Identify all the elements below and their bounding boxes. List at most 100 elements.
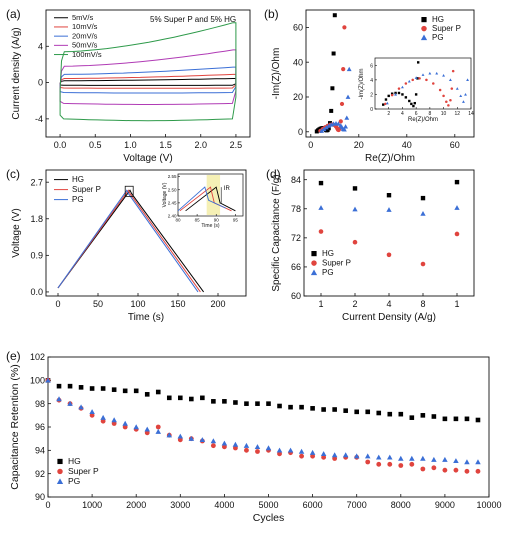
inset-y-tick-label: 2 xyxy=(370,92,373,98)
cycle-point-0 xyxy=(321,407,326,412)
inset-point-0 xyxy=(412,104,415,108)
cycle-point-1 xyxy=(89,412,95,418)
cycle-point-0 xyxy=(475,417,481,423)
cycle-point-2 xyxy=(210,438,217,444)
inset-x-tick-label: 80 xyxy=(175,218,181,223)
cycle-point-1 xyxy=(464,468,470,474)
plot-frame xyxy=(303,169,475,297)
cycle-point-2 xyxy=(353,453,360,459)
cycle-point-0 xyxy=(233,400,238,405)
inset-x-tick-label: 90 xyxy=(214,218,220,223)
y-tick-label: 98 xyxy=(35,399,45,409)
inset-x-axis-label: Re(Z)/Ohm xyxy=(408,117,438,123)
eis-point-2 xyxy=(345,94,351,99)
cycle-point-1 xyxy=(111,421,117,426)
y-tick-label: 100 xyxy=(30,375,45,385)
legend-label-1: Super P xyxy=(432,24,461,33)
legend-label-0: 5mV/s xyxy=(72,13,94,22)
cycle-point-1 xyxy=(100,418,106,424)
cycle-point-1 xyxy=(177,437,183,443)
inset-point-1 xyxy=(411,78,414,82)
panel-label-d: (d) xyxy=(266,167,281,181)
x-tick-label: 0 xyxy=(55,299,60,309)
inset-x-tick-label: 2 xyxy=(387,111,390,117)
cycle-point-0 xyxy=(420,413,426,418)
x-tick-label: 7000 xyxy=(347,500,367,510)
inset-y-tick-label: 2.45 xyxy=(168,200,177,205)
cycle-point-0 xyxy=(166,395,172,401)
y-axis-label: Capacitance Retention (%) xyxy=(9,364,21,489)
x-tick-label: 6000 xyxy=(303,500,323,510)
inset-point-1 xyxy=(432,82,435,85)
cycle-point-2 xyxy=(177,433,184,439)
x-tick-label: 3000 xyxy=(170,500,190,510)
x-tick-label: 2.0 xyxy=(195,140,208,150)
rate-point-1 xyxy=(352,239,358,245)
rate-point-2 xyxy=(454,205,460,210)
cycle-point-0 xyxy=(398,411,404,417)
x-tick-label: 200 xyxy=(210,299,225,309)
x-tick-label: 40 xyxy=(402,140,412,150)
cycle-point-1 xyxy=(144,430,150,436)
cycle-point-2 xyxy=(45,377,51,383)
inset-point-1 xyxy=(418,77,421,80)
cycle-point-0 xyxy=(299,404,304,410)
inset-point-2 xyxy=(400,85,404,89)
cycle-point-1 xyxy=(409,461,415,467)
inset-y-tick-label: 2.55 xyxy=(168,174,177,179)
y-tick-label: 94 xyxy=(35,445,45,455)
inset-point-2 xyxy=(407,79,411,83)
inset-point-1 xyxy=(404,82,408,85)
legend-marker-2 xyxy=(56,478,64,484)
inset-y-tick-label: 2.40 xyxy=(168,214,177,219)
cycle-point-0 xyxy=(464,416,470,422)
cycle-point-0 xyxy=(442,416,448,422)
inset-x-tick-label: 12 xyxy=(455,111,461,117)
eis-point-2 xyxy=(336,121,341,126)
rate-point-0 xyxy=(420,195,426,201)
cycle-point-1 xyxy=(387,461,393,467)
cycle-point-2 xyxy=(67,400,73,406)
cycle-point-2 xyxy=(254,444,261,450)
inset-point-2 xyxy=(455,87,459,90)
x-tick-label: 0.0 xyxy=(54,140,67,150)
eis-point-2 xyxy=(324,125,329,130)
y-tick-label: 20 xyxy=(293,92,303,102)
eis-point-0 xyxy=(329,108,334,113)
legend-marker-0 xyxy=(311,251,317,257)
cycle-point-2 xyxy=(56,396,62,402)
cycle-point-2 xyxy=(409,455,415,461)
cycle-point-1 xyxy=(155,424,161,430)
inset-point-0 xyxy=(410,102,413,106)
cycle-point-2 xyxy=(375,454,382,460)
cycle-point-0 xyxy=(111,387,117,392)
cv-curve-1 xyxy=(59,73,237,89)
cycle-point-2 xyxy=(276,447,283,453)
y-tick-label: 72 xyxy=(291,233,301,243)
legend-label-2: PG xyxy=(432,33,444,42)
rate-point-2 xyxy=(420,210,426,216)
y-axis-label: -Im(Z)/Ohm xyxy=(271,48,282,100)
eis-point-1 xyxy=(342,25,347,30)
inset-point-2 xyxy=(428,71,432,75)
legend-marker-1 xyxy=(311,260,317,266)
gcd-curve-0 xyxy=(57,189,205,293)
cycle-point-1 xyxy=(376,461,382,467)
legend-marker-0 xyxy=(57,458,63,465)
cycle-point-0 xyxy=(409,415,415,420)
chart-title: 5% Super P and 5% HG xyxy=(150,15,236,24)
cycle-point-2 xyxy=(420,455,426,461)
legend-label-2: PG xyxy=(68,476,80,486)
cycle-point-1 xyxy=(365,459,371,465)
legend-label-1: Super P xyxy=(322,259,351,268)
y-tick-label: 90 xyxy=(35,492,45,502)
cycle-point-2 xyxy=(309,449,316,455)
cycle-point-1 xyxy=(442,467,448,473)
x-tick-label: 0.5 xyxy=(89,140,102,150)
inset-point-0 xyxy=(414,93,418,96)
inset-point-0 xyxy=(397,91,401,95)
inset-point-0 xyxy=(416,77,419,80)
x-axis-label: Cycles xyxy=(253,512,285,524)
